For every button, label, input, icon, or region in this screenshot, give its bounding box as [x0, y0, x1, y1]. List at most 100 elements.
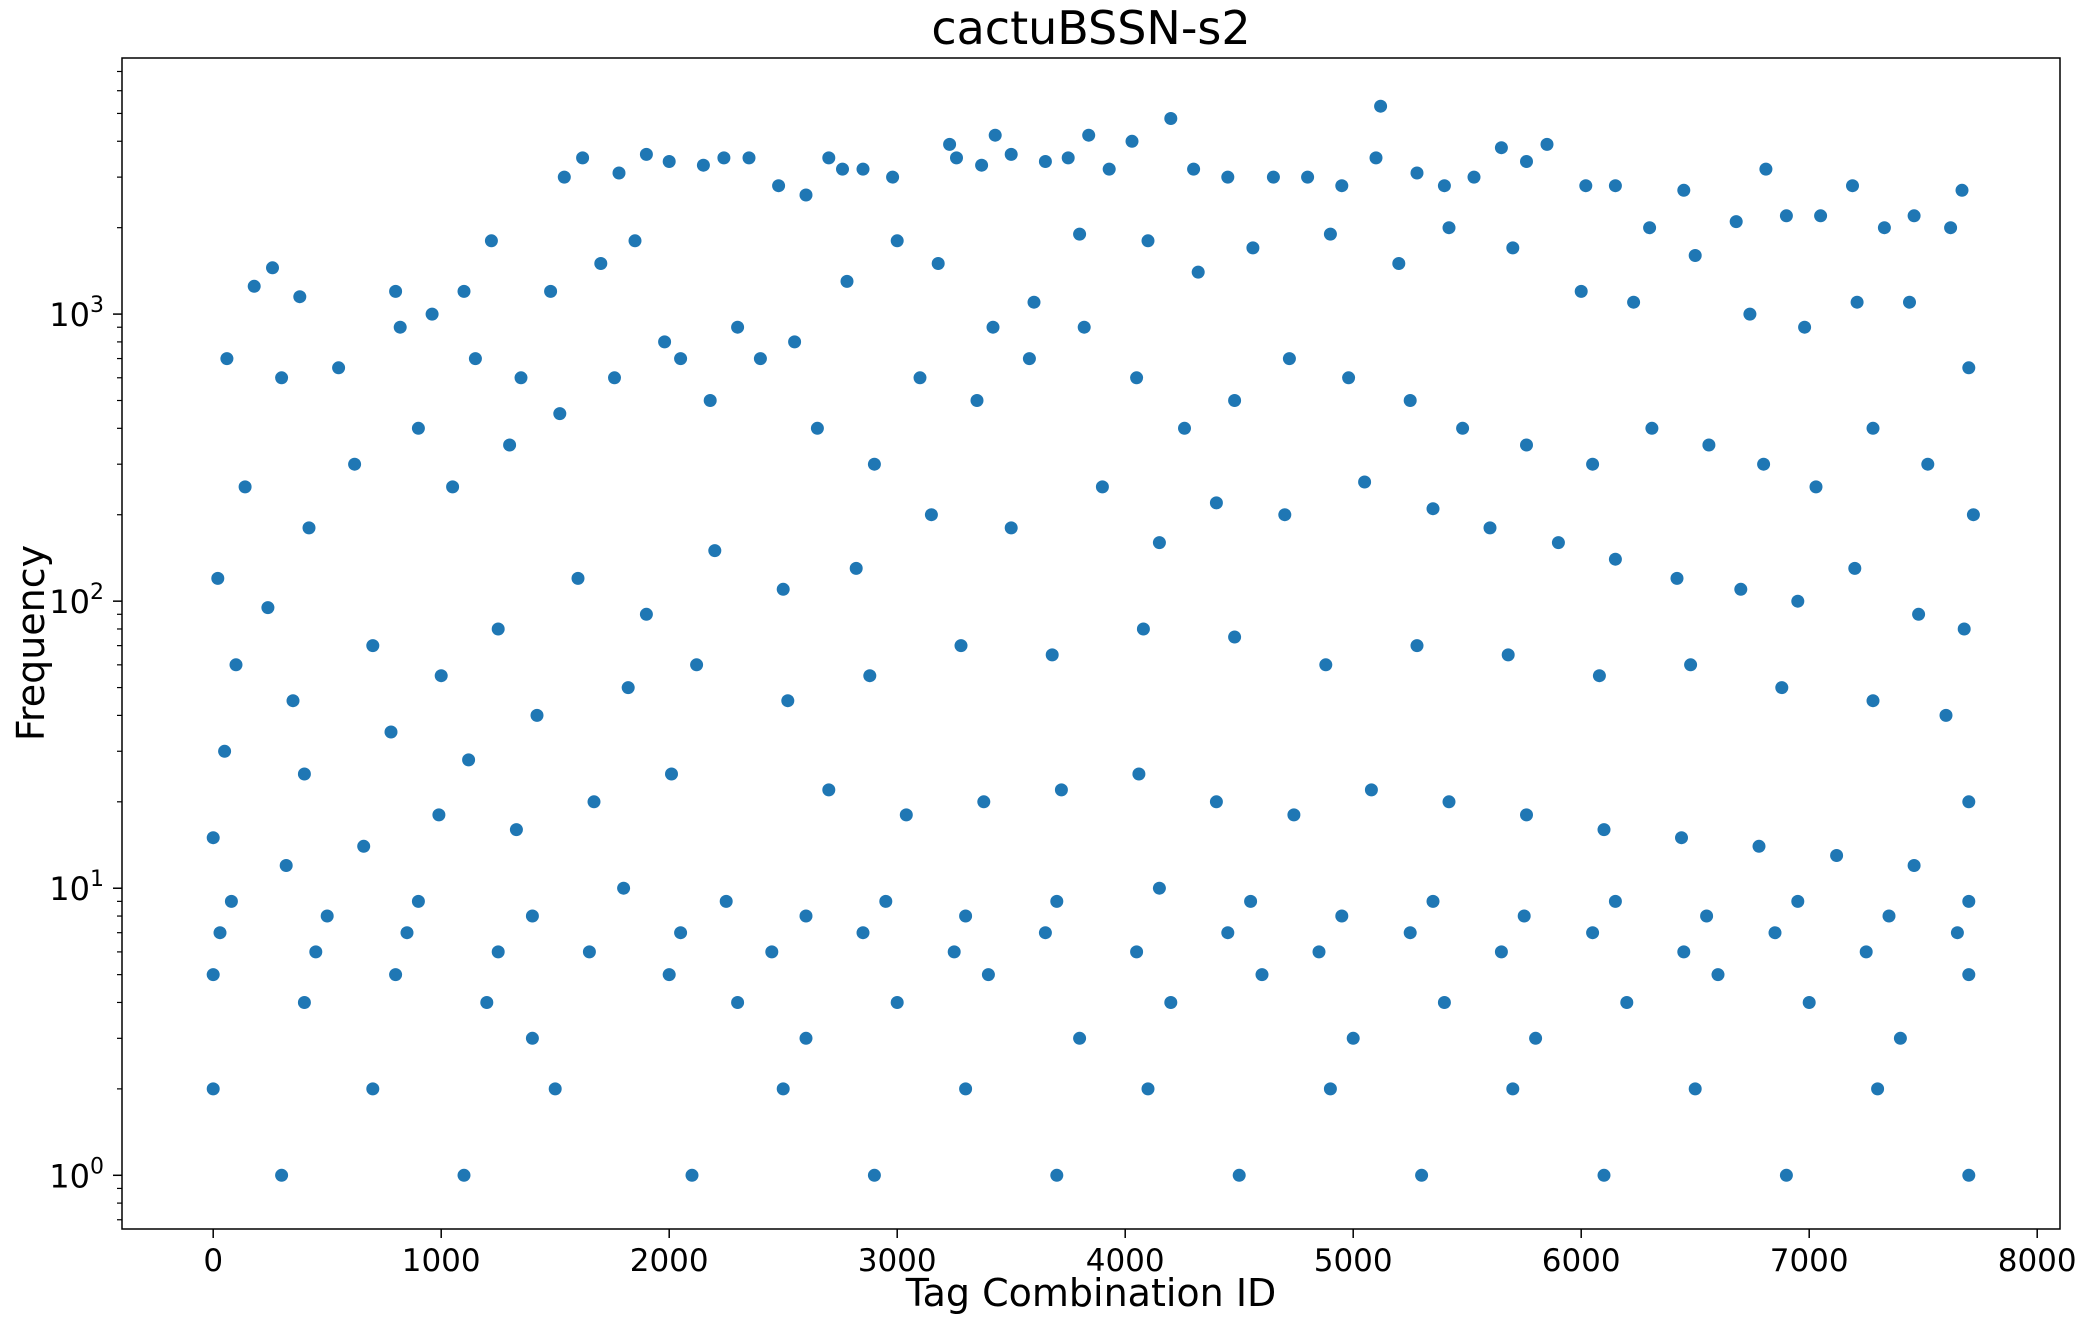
- scatter-point: [1520, 808, 1533, 822]
- scatter-point: [1437, 179, 1451, 193]
- scatter-point: [1266, 170, 1280, 184]
- x-tick-label: 0: [203, 1243, 223, 1279]
- scatter-point: [1278, 508, 1292, 522]
- scatter-point: [1244, 894, 1258, 908]
- scatter-point: [1966, 508, 1980, 522]
- y-tick-label: 101: [49, 867, 104, 908]
- scatter-point: [1209, 795, 1223, 809]
- scatter-point: [1152, 881, 1166, 895]
- scatter-point: [1095, 480, 1109, 494]
- scatter-point: [530, 708, 544, 722]
- scatter-point: [1004, 147, 1018, 161]
- y-tick-label: 100: [49, 1154, 104, 1195]
- scatter-point: [674, 926, 688, 940]
- scatter-point: [491, 945, 505, 959]
- scatter-point: [1944, 221, 1958, 235]
- scatter-point: [1323, 227, 1337, 241]
- scatter-point: [411, 421, 425, 435]
- scatter-point: [1962, 968, 1976, 982]
- scatter-point: [1848, 561, 1862, 575]
- scatter-point: [432, 808, 446, 822]
- scatter-point: [1132, 767, 1146, 781]
- scatter-point: [553, 407, 567, 421]
- x-tick-label: 6000: [1542, 1243, 1621, 1279]
- scatter-point: [931, 257, 945, 270]
- scatter-point: [1939, 708, 1953, 722]
- scatter-point: [1191, 265, 1205, 279]
- scatter-point: [1456, 421, 1470, 435]
- scatter-point: [1592, 669, 1606, 683]
- scatter-point: [446, 480, 460, 494]
- scatter-point: [1364, 783, 1378, 797]
- scatter-point: [1866, 421, 1880, 435]
- scatter-point: [1073, 1031, 1087, 1045]
- scatter-point: [384, 725, 398, 739]
- scatter-point: [261, 601, 275, 615]
- scatter-point: [1586, 457, 1600, 471]
- scatter-point: [1442, 795, 1456, 809]
- scatter-point: [863, 669, 877, 683]
- scatter-point: [662, 155, 676, 168]
- scatter-point: [856, 926, 870, 940]
- scatter-point: [924, 508, 938, 522]
- scatter-point: [1574, 284, 1588, 298]
- scatter-point: [503, 438, 517, 452]
- data-points: [206, 99, 1980, 1182]
- scatter-point: [434, 669, 448, 683]
- scatter-point: [1962, 894, 1976, 908]
- x-tick-label: 5000: [1314, 1243, 1393, 1279]
- scatter-point: [1597, 823, 1611, 837]
- scatter-point: [1768, 926, 1782, 940]
- scatter-point: [1467, 170, 1481, 184]
- y-axis-label: Frequency: [9, 545, 53, 741]
- scatter-point: [665, 767, 678, 781]
- scatter-point: [1912, 607, 1926, 621]
- scatter-point: [509, 823, 523, 837]
- scatter-point: [810, 421, 824, 435]
- scatter-point: [977, 795, 991, 809]
- scatter-point: [776, 582, 790, 596]
- scatter-point: [617, 881, 631, 895]
- scatter-point: [685, 1168, 699, 1182]
- scatter-point: [1677, 183, 1691, 197]
- scatter-point: [1358, 475, 1372, 489]
- scatter-point: [1645, 421, 1659, 435]
- scatter-point: [867, 1168, 881, 1182]
- scatter-point: [975, 158, 989, 172]
- scatter-point: [856, 162, 870, 176]
- scatter-point: [1791, 894, 1805, 908]
- scatter-point: [1255, 968, 1269, 982]
- scatter-point: [525, 1031, 539, 1045]
- scatter-point: [1346, 1031, 1360, 1045]
- scatter-point: [1850, 295, 1864, 309]
- scatter-point: [612, 166, 626, 180]
- scatter-point: [943, 137, 957, 151]
- scatter-point: [1221, 170, 1235, 184]
- scatter-point: [302, 521, 316, 535]
- scatter-point: [309, 945, 323, 959]
- scatter-point: [1282, 352, 1296, 366]
- y-axis: 100 101 102 103: [49, 70, 122, 1221]
- scatter-point: [1228, 630, 1242, 644]
- scatter-point: [1620, 996, 1634, 1009]
- scatter-point: [799, 1031, 813, 1045]
- scatter-point: [1342, 371, 1356, 385]
- scatter-point: [1791, 594, 1805, 608]
- scatter-point: [557, 170, 571, 184]
- scatter-point: [366, 1082, 380, 1096]
- scatter-point: [988, 128, 1002, 142]
- scatter-point: [1702, 438, 1716, 452]
- scatter-point: [1335, 909, 1349, 923]
- scatter-point: [1506, 241, 1520, 255]
- scatter-point: [981, 968, 995, 982]
- scatter-point: [1027, 295, 1041, 309]
- scatter-point: [1077, 320, 1091, 334]
- scatter-point: [1050, 1168, 1064, 1182]
- scatter-point: [849, 561, 863, 575]
- scatter-point: [1608, 552, 1622, 566]
- scatter-point: [913, 371, 927, 385]
- scatter-point: [206, 968, 220, 982]
- scatter-point: [1415, 1168, 1429, 1182]
- scatter-point: [781, 694, 795, 708]
- scatter-point: [1962, 361, 1976, 375]
